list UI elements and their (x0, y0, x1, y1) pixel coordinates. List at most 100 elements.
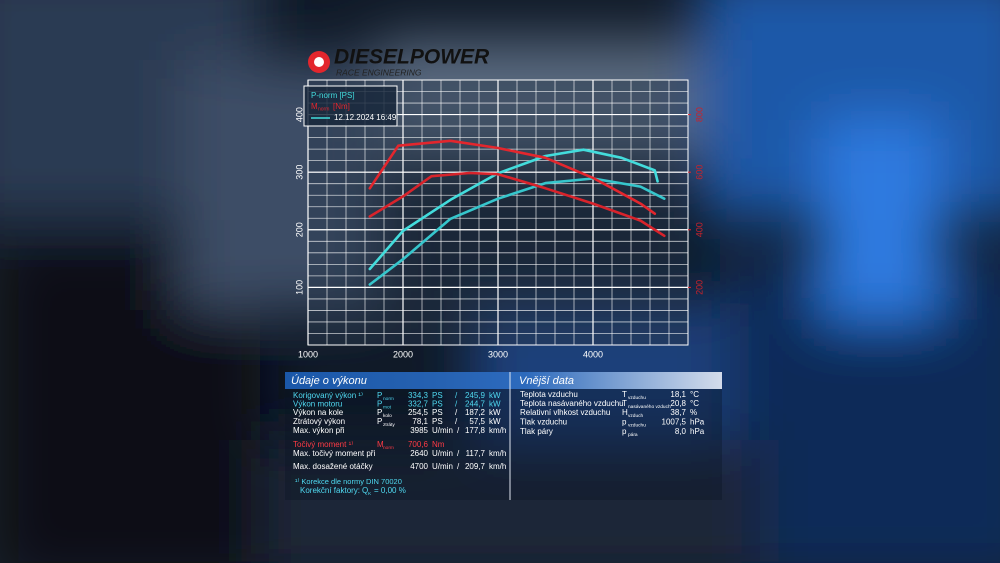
logo-brand: DIESELPOWER (334, 46, 490, 69)
logo-tagline: RACE ENGINEERING (336, 67, 422, 77)
symbol-sub: vzduchu (628, 395, 646, 401)
x-tick-label: 3000 (488, 349, 508, 359)
row-separator: / (457, 449, 460, 458)
ext-label: Teplota nasávaného vzduchu (520, 399, 624, 408)
axes: 1000 2000 3000 4000 100 200 300 400 200 400 600 800 (294, 107, 704, 359)
row-value2: 209,7 (465, 462, 486, 471)
x-tick-label: 4000 (583, 349, 603, 359)
symbol: Q (362, 486, 368, 495)
grid (307, 80, 688, 345)
row-unit2: km/h (489, 462, 506, 471)
symbol-sub: norm (383, 396, 394, 402)
legend-torque-sub: norm (318, 106, 329, 112)
symbol: p (622, 427, 627, 436)
ext-unit: % (690, 408, 697, 417)
row-unit: PS (432, 408, 443, 417)
logo-icon-center (314, 57, 324, 67)
x-tick-label: 1000 (298, 349, 318, 359)
row-separator: / (455, 417, 458, 426)
row-unit2: km/h (489, 449, 506, 458)
ext-value: 38,7 (670, 408, 686, 417)
row-unit: U/min (432, 462, 453, 471)
row-separator: / (457, 462, 460, 471)
logo: DIESELPOWER RACE ENGINEERING (308, 46, 490, 77)
ext-unit: °C (690, 390, 699, 399)
row-label: Ztrátový výkon (293, 417, 345, 426)
row-label: Výkon motoru (293, 400, 342, 409)
y2-tick-label: 800 (694, 107, 704, 122)
symbol: M (377, 440, 384, 449)
legend-torque-symbol: M (311, 102, 318, 111)
symbol-sub: mot (383, 404, 392, 410)
y-tick-label: 300 (294, 165, 304, 180)
symbol: P (377, 408, 382, 417)
data-panel: Údaje o výkonu Vnější data (285, 372, 722, 500)
ext-unit: °C (690, 399, 699, 408)
ext-value: 8,0 (675, 427, 687, 436)
legend-box (303, 85, 398, 127)
row-unit2: kW (489, 400, 501, 409)
row-unit2: kW (489, 417, 501, 426)
row-label: Max. točivý moment při (293, 449, 375, 458)
symbol-sub: norm (383, 445, 394, 451)
legend: P-norm [PS] M norm [Nm] 12.12.2024 16:49 (303, 85, 398, 127)
row-value: 3985 (410, 426, 428, 435)
symbol-sub: pára (628, 432, 638, 438)
legend-torque-unit: [Nm] (333, 102, 350, 111)
row-label: Korigovaný výkon ¹⁾ (293, 391, 363, 400)
ext-label: Relativní vlhkost vzduchu (520, 408, 610, 417)
y2-tick-label: 600 (694, 165, 704, 180)
row-value2: 117,7 (466, 449, 486, 458)
symbol-sub: ztráty (383, 422, 395, 428)
y-tick-label: 200 (294, 222, 304, 237)
symbol-sub: kolo (383, 413, 392, 419)
row-value: 4700 (410, 462, 428, 471)
footnote: ¹⁾ Korekce dle normy DIN 70020 (295, 477, 402, 486)
legend-power: P-norm [PS] (311, 91, 355, 100)
row-unit2: kW (489, 391, 501, 400)
curve (368, 148, 659, 271)
symbol: P (377, 417, 382, 426)
row-unit: U/min (432, 426, 453, 435)
y-tick-label: 400 (294, 107, 304, 122)
row-separator: / (455, 391, 458, 400)
x-tick-label: 2000 (393, 349, 413, 359)
row-value2: 244,7 (465, 400, 486, 409)
row-value: 332,7 (408, 400, 429, 409)
external-title: Vnější data (519, 375, 574, 387)
symbol-sub: vzduch (628, 413, 644, 419)
row-label: Max. výkon při (293, 426, 345, 435)
symbol-sub: K (368, 491, 372, 497)
row-separator: / (457, 426, 460, 435)
curve (368, 139, 657, 215)
row-separator: / (455, 408, 458, 417)
symbol: H (622, 408, 628, 417)
symbol-sub: vzduchu (628, 422, 646, 428)
symbol: T (622, 399, 627, 408)
row-value2: 187,2 (465, 408, 486, 417)
row-unit: PS (432, 417, 443, 426)
row-value2: 177,8 (465, 426, 486, 435)
ext-value: 20,8 (670, 399, 686, 408)
performance-title: Údaje o výkonu (291, 374, 367, 387)
row-label: Max. dosažené otáčky (293, 462, 373, 471)
panel-body (285, 389, 722, 500)
ext-label: Tlak vzduchu (520, 418, 567, 427)
row-value: 2640 (410, 449, 428, 458)
y-tick-label: 100 (294, 280, 304, 295)
row-value: 78,1 (412, 417, 428, 426)
row-unit: PS (432, 400, 443, 409)
row-label: Výkon na kole (293, 408, 344, 417)
curve (368, 171, 666, 238)
row-unit: Nm (432, 440, 445, 449)
row-unit2: km/h (489, 426, 506, 435)
row-value2: 57,5 (469, 417, 485, 426)
ext-value: 18,1 (670, 390, 686, 399)
row-label: Točivý moment ¹⁾ (293, 440, 353, 449)
row-value2: 245,9 (465, 391, 486, 400)
curve (368, 177, 666, 286)
row-unit: PS (432, 391, 443, 400)
symbol: p (622, 418, 627, 427)
